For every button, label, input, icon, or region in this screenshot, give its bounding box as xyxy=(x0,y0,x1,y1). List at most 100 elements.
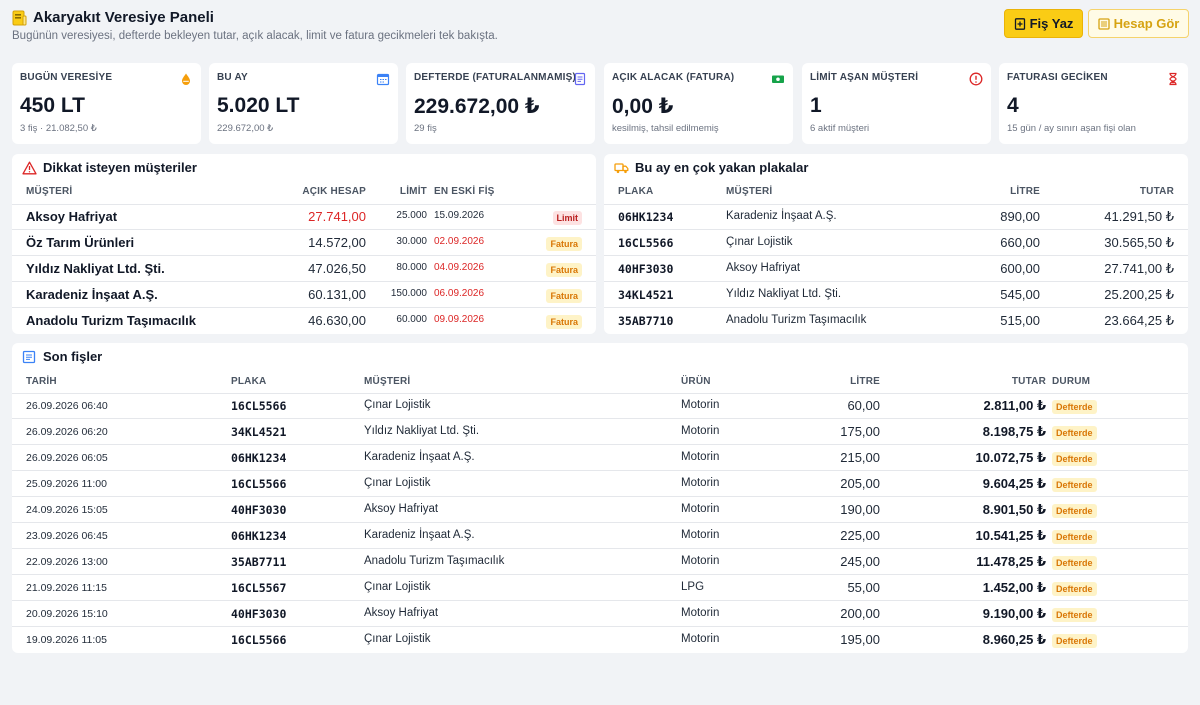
customer-name: Karadeniz İnşaat A.Ş. xyxy=(726,210,837,222)
product-name: Motorin xyxy=(681,555,720,567)
table-row[interactable]: 21.09.2026 11:15 16CL5567 Çınar Lojistik LP… xyxy=(12,575,1188,601)
divider xyxy=(12,600,1188,601)
table-row[interactable]: Aksoy Hafriyat 27.741,00 25.000 15.09.2026 L… xyxy=(12,204,596,230)
table-row[interactable]: 34KL4521 Yıldız Nakliyat Ltd. Şti. 545,00 2… xyxy=(604,282,1188,308)
product-name: LPG xyxy=(681,581,705,593)
kpi-sub: 229.672,00 ₺ xyxy=(217,123,274,134)
divider xyxy=(12,522,1188,523)
limit-value: 80.000 xyxy=(396,262,427,273)
divider xyxy=(12,307,596,308)
alert-circle-icon xyxy=(969,72,983,86)
table-row[interactable]: Öz Tarım Ürünleri 14.572,00 30.000 02.09.20… xyxy=(12,230,596,256)
list-icon xyxy=(22,350,36,363)
status-badge: Defterde xyxy=(1052,426,1097,440)
panel-title: Dikkat isteyen müşteriler xyxy=(22,160,197,175)
liters-value: 225,00 xyxy=(840,528,880,543)
limit-value: 25.000 xyxy=(396,210,427,221)
status-badge: Limit xyxy=(552,211,582,225)
table-row[interactable]: 26.09.2026 06:40 16CL5566 Çınar Lojistik Mo… xyxy=(12,393,1188,419)
divider xyxy=(12,229,596,230)
kpi-today-credit: BUGÜN VERESİYE 450 LT 3 fiş · 21.082,50 … xyxy=(12,63,201,144)
kpi-over-limit: LİMİT AŞAN MÜŞTERİ 1 6 aktif müşteri xyxy=(802,63,991,144)
open-account-value: 14.572,00 xyxy=(308,235,366,250)
plus-document-icon xyxy=(1014,17,1025,30)
kpi-value: 229.672,00 ₺ xyxy=(414,95,540,118)
plate-number: 16CL5567 xyxy=(231,581,287,595)
status-badge: Defterde xyxy=(1052,452,1097,466)
divider xyxy=(604,281,1188,282)
col-amount: TUTAR xyxy=(1011,376,1046,387)
table-row[interactable]: 40HF3030 Aksoy Hafriyat 600,00 27.741,00 ₺ xyxy=(604,256,1188,282)
table-row[interactable]: 35AB7710 Anadolu Turizm Taşımacılık 515,00… xyxy=(604,308,1188,334)
status-badge: Defterde xyxy=(1052,478,1097,492)
amount-value: 1.452,00 ₺ xyxy=(982,580,1046,595)
liters-value: 215,00 xyxy=(840,450,880,465)
amount-value: 9.190,00 ₺ xyxy=(982,606,1046,621)
view-account-button[interactable]: Hesap Gör xyxy=(1088,9,1189,38)
panel-title-text: Bu ay en çok yakan plakalar xyxy=(635,160,809,175)
table-row[interactable]: 19.09.2026 11:05 16CL5566 Çınar Lojistik Mo… xyxy=(12,627,1188,653)
product-name: Motorin xyxy=(681,607,720,619)
table-row[interactable]: 22.09.2026 13:00 35AB7711 Anadolu Turizm T… xyxy=(12,549,1188,575)
liters-value: 600,00 xyxy=(1000,261,1040,276)
cash-icon xyxy=(772,75,784,83)
table-row[interactable]: Karadeniz İnşaat A.Ş. 60.131,00 150.000 06.… xyxy=(12,282,596,308)
divider xyxy=(12,444,1188,445)
table-row[interactable]: Anadolu Turizm Taşımacılık 46.630,00 60.00… xyxy=(12,308,596,334)
customer-name: Karadeniz İnşaat A.Ş. xyxy=(364,529,475,541)
open-account-value: 46.630,00 xyxy=(308,313,366,328)
col-date: TARİH xyxy=(26,376,57,387)
col-amount: TUTAR xyxy=(1139,186,1174,197)
product-name: Motorin xyxy=(681,503,720,515)
table-row[interactable]: 26.09.2026 06:05 06HK1234 Karadeniz İnşaat… xyxy=(12,445,1188,471)
col-plate: PLAKA xyxy=(231,376,267,387)
kpi-label: LİMİT AŞAN MÜŞTERİ xyxy=(810,72,919,83)
table-row[interactable]: 20.09.2026 15:10 40HF3030 Aksoy Hafriyat Mo… xyxy=(12,601,1188,627)
receipt-date: 22.09.2026 13:00 xyxy=(26,556,108,568)
liters-value: 660,00 xyxy=(1000,235,1040,250)
panel-title-text: Son fişler xyxy=(43,349,103,364)
receipt-date: 25.09.2026 11:00 xyxy=(26,478,107,490)
receipt-date: 26.09.2026 06:20 xyxy=(26,426,108,438)
status-badge: Defterde xyxy=(1052,530,1097,544)
liters-value: 175,00 xyxy=(840,424,880,439)
plate-number: 06HK1234 xyxy=(231,451,287,465)
kpi-label: FATURASI GECİKEN xyxy=(1007,72,1108,83)
table-row[interactable]: 06HK1234 Karadeniz İnşaat A.Ş. 890,00 41.29… xyxy=(604,204,1188,230)
write-receipt-button[interactable]: Fiş Yaz xyxy=(1004,9,1083,38)
amount-value: 2.811,00 ₺ xyxy=(983,398,1046,413)
page-header: Akaryakıt Veresiye Paneli Bugünün veresi… xyxy=(12,8,1189,48)
amount-value: 9.604,25 ₺ xyxy=(982,476,1046,491)
recent-receipts-panel: Son fişler TARİH PLAKA MÜŞTERİ ÜRÜN LİTR… xyxy=(12,343,1188,653)
customer-name: Çınar Lojistik xyxy=(364,399,431,411)
table-row[interactable]: 16CL5566 Çınar Lojistik 660,00 30.565,50 ₺ xyxy=(604,230,1188,256)
table-row[interactable]: Yıldız Nakliyat Ltd. Şti. 47.026,50 80.000… xyxy=(12,256,596,282)
divider xyxy=(12,626,1188,627)
customer-name: Aksoy Hafriyat xyxy=(26,209,118,224)
kpi-in-ledger: DEFTERDE (FATURALANMAMIŞ) 229.672,00 ₺ 2… xyxy=(406,63,595,144)
product-name: Motorin xyxy=(681,451,720,463)
plate-number: 40HF3030 xyxy=(618,262,674,276)
plate-number: 06HK1234 xyxy=(618,210,674,224)
table-row[interactable]: 25.09.2026 11:00 16CL5566 Çınar Lojistik Mo… xyxy=(12,471,1188,497)
open-account-value: 27.741,00 xyxy=(308,209,366,224)
status-badge: Fatura xyxy=(546,263,582,277)
customer-name: Çınar Lojistik xyxy=(364,633,431,645)
amount-value: 27.741,00 ₺ xyxy=(1104,261,1174,276)
amount-value: 30.565,50 ₺ xyxy=(1104,235,1174,250)
customer-name: Çınar Lojistik xyxy=(364,477,431,489)
kpi-sub: 29 fiş xyxy=(414,123,437,134)
divider xyxy=(604,204,1188,205)
table-row[interactable]: 23.09.2026 06:45 06HK1234 Karadeniz İnşaat… xyxy=(12,523,1188,549)
customer-name: Karadeniz İnşaat A.Ş. xyxy=(26,287,158,302)
table-row[interactable]: 24.09.2026 15:05 40HF3030 Aksoy Hafriyat Mo… xyxy=(12,497,1188,523)
col-oldest-receipt: EN ESKİ FİŞ xyxy=(434,186,495,197)
customer-name: Aksoy Hafriyat xyxy=(364,503,439,515)
status-badge: Defterde xyxy=(1052,582,1097,596)
liters-value: 190,00 xyxy=(840,502,880,517)
plate-number: 06HK1234 xyxy=(231,529,287,543)
kpi-label: BUGÜN VERESİYE xyxy=(20,72,113,83)
table-row[interactable]: 26.09.2026 06:20 34KL4521 Yıldız Nakliyat … xyxy=(12,419,1188,445)
receipt-date: 19.09.2026 11:05 xyxy=(26,634,107,646)
ledger-icon xyxy=(1097,17,1110,30)
